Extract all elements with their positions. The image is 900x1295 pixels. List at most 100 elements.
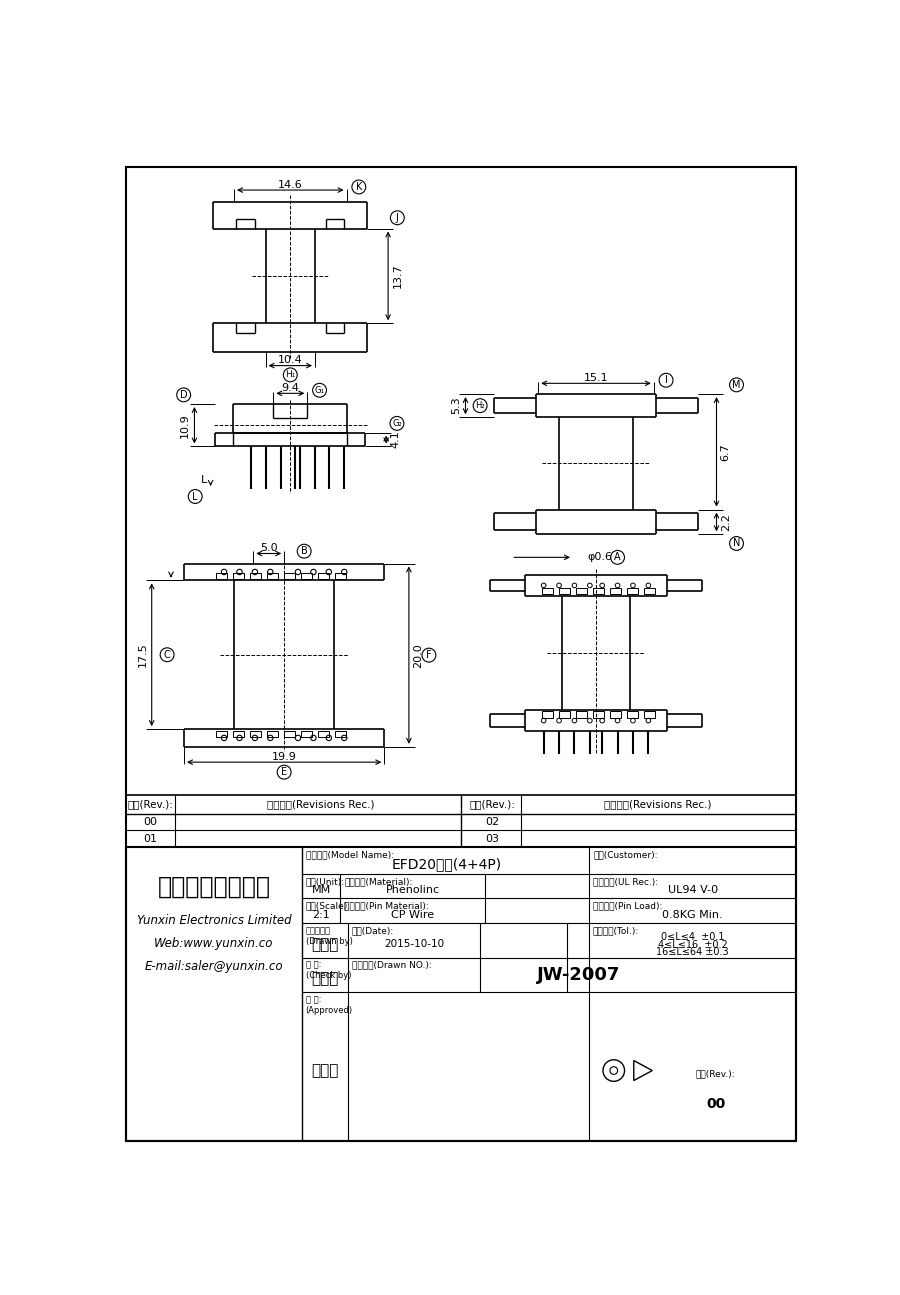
Text: I: I — [664, 376, 668, 385]
Text: Web:www.yunxin.co: Web:www.yunxin.co — [154, 936, 274, 949]
Text: 单位(Unit):: 单位(Unit): — [306, 877, 345, 886]
Bar — [318, 572, 328, 579]
Bar — [302, 730, 312, 737]
Bar — [335, 572, 346, 579]
Text: 6.7: 6.7 — [721, 443, 731, 461]
Text: 0.8KG Min.: 0.8KG Min. — [662, 909, 723, 919]
Text: 韦景川: 韦景川 — [311, 971, 338, 987]
Bar — [593, 711, 604, 717]
Bar — [559, 588, 570, 594]
Text: H₂: H₂ — [475, 401, 485, 411]
Text: 2015-10-10: 2015-10-10 — [384, 939, 445, 949]
Text: 一般公差(Tol.):: 一般公差(Tol.): — [593, 926, 639, 935]
Text: 01: 01 — [143, 834, 157, 843]
Text: MM: MM — [311, 884, 330, 895]
Bar — [267, 730, 278, 737]
Text: 00: 00 — [143, 817, 157, 828]
Bar — [126, 847, 796, 1141]
Text: C: C — [164, 650, 170, 659]
Text: 16≤L≤64 ±0.3: 16≤L≤64 ±0.3 — [656, 948, 729, 957]
Text: 10.9: 10.9 — [180, 413, 190, 438]
Bar — [626, 588, 637, 594]
Text: 17.5: 17.5 — [138, 642, 148, 667]
Text: H₁: H₁ — [285, 370, 295, 379]
Text: N: N — [733, 539, 740, 549]
Text: 版本(Rev.):: 版本(Rev.): — [469, 799, 515, 809]
Text: Yunxin Electronics Limited: Yunxin Electronics Limited — [137, 913, 292, 926]
Text: G₂: G₂ — [392, 418, 401, 427]
Text: 5.0: 5.0 — [260, 543, 277, 553]
Text: D: D — [180, 390, 187, 400]
Bar — [284, 572, 295, 579]
Bar — [576, 711, 587, 717]
Text: E-mail:saler@yunxin.co: E-mail:saler@yunxin.co — [145, 960, 284, 973]
Text: L: L — [193, 492, 198, 501]
Text: 2:1: 2:1 — [312, 909, 330, 919]
Text: 客户(Customer):: 客户(Customer): — [594, 851, 658, 860]
Text: 防火等级(UL Rec.):: 防火等级(UL Rec.): — [593, 877, 658, 886]
Text: 4≤L≤16  ±0.2: 4≤L≤16 ±0.2 — [658, 940, 727, 949]
Bar — [318, 730, 328, 737]
Text: A: A — [614, 553, 621, 562]
Text: 10.4: 10.4 — [278, 355, 302, 365]
Text: 15.1: 15.1 — [584, 373, 608, 383]
Text: 03: 03 — [485, 834, 499, 843]
Bar — [250, 572, 261, 579]
Text: 刘水强: 刘水强 — [311, 936, 338, 952]
Text: J: J — [396, 212, 399, 223]
Text: 日期(Date):: 日期(Date): — [352, 926, 394, 935]
Bar — [216, 572, 227, 579]
Bar — [644, 711, 654, 717]
Text: 00: 00 — [706, 1097, 725, 1111]
Text: φ0.6: φ0.6 — [588, 553, 612, 562]
Bar — [626, 711, 637, 717]
Text: 2.2: 2.2 — [721, 513, 731, 531]
Text: 本体材质(Material):: 本体材质(Material): — [344, 877, 412, 886]
Text: 产品编号(Drawn NO.):: 产品编号(Drawn NO.): — [352, 961, 432, 970]
Text: B: B — [301, 546, 308, 556]
Bar — [233, 730, 244, 737]
Bar — [233, 572, 244, 579]
Text: 19.9: 19.9 — [272, 752, 297, 761]
Text: L: L — [202, 474, 208, 484]
Bar — [644, 588, 654, 594]
Text: UL94 V-0: UL94 V-0 — [668, 884, 717, 895]
Text: G₁: G₁ — [315, 386, 325, 395]
Text: 针脚材质(Pin Material):: 针脚材质(Pin Material): — [344, 901, 429, 910]
Text: 校 对:
(Check by): 校 对: (Check by) — [306, 961, 351, 980]
Text: 规格描述(Model Name):: 规格描述(Model Name): — [307, 851, 394, 860]
Text: 20.0: 20.0 — [413, 642, 423, 667]
Bar — [593, 588, 604, 594]
Text: 云芚电子有限公司: 云芚电子有限公司 — [158, 875, 271, 899]
Bar — [610, 711, 621, 717]
Bar — [216, 730, 227, 737]
Bar — [267, 572, 278, 579]
Bar — [542, 588, 553, 594]
Bar — [302, 572, 312, 579]
Text: 0≤L≤4  ±0.1: 0≤L≤4 ±0.1 — [661, 932, 725, 941]
Text: 针脚拉力(Pin Load):: 针脚拉力(Pin Load): — [593, 901, 662, 910]
Bar — [559, 711, 570, 717]
Text: 02: 02 — [485, 817, 500, 828]
Text: K: K — [356, 183, 362, 192]
Text: 修改记录(Revisions Rec.): 修改记录(Revisions Rec.) — [266, 799, 374, 809]
Text: EFD20卧式(4+4P): EFD20卧式(4+4P) — [392, 857, 502, 872]
Bar — [576, 588, 587, 594]
Bar — [610, 588, 621, 594]
Text: 工程与设计
(Drawn by): 工程与设计 (Drawn by) — [306, 926, 353, 945]
Text: E: E — [281, 767, 287, 777]
Text: 修改记录(Revisions Rec.): 修改记录(Revisions Rec.) — [604, 799, 711, 809]
Bar — [126, 795, 796, 847]
Text: 核 准:
(Approved): 核 准: (Approved) — [306, 996, 353, 1015]
Bar — [250, 730, 261, 737]
Text: 9.4: 9.4 — [282, 383, 299, 392]
Text: 14.6: 14.6 — [278, 180, 302, 189]
Text: 版本(Rev.):: 版本(Rev.): — [696, 1070, 735, 1079]
Text: Phenolinc: Phenolinc — [386, 884, 440, 895]
Text: M: M — [733, 379, 741, 390]
Text: CP Wire: CP Wire — [392, 909, 435, 919]
Text: F: F — [426, 650, 432, 660]
Bar — [542, 711, 553, 717]
Text: JW-2007: JW-2007 — [536, 966, 620, 984]
Text: 5.3: 5.3 — [451, 396, 461, 414]
